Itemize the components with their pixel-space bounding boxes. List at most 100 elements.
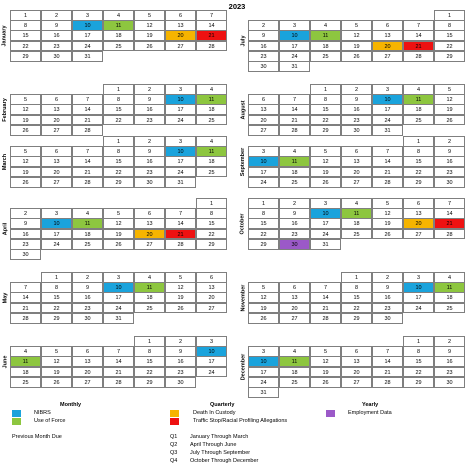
day-cell: 30: [164, 376, 197, 388]
day-cell: 17: [402, 292, 435, 304]
day-cell: 4: [402, 83, 435, 95]
day-cell: 30: [371, 312, 404, 324]
empty-day-cell: [434, 239, 466, 250]
day-cell: 1: [402, 135, 435, 147]
day-cell: 31: [309, 238, 342, 250]
empty-day-cell: [341, 239, 373, 250]
day-cell: 22: [40, 302, 73, 314]
day-cell: 17: [164, 104, 197, 116]
day-cell: 13: [340, 356, 373, 368]
day-cell: 7: [195, 9, 228, 21]
day-cell: 25: [102, 40, 135, 52]
month-label: December: [238, 336, 248, 398]
month-name: July: [240, 35, 247, 47]
day-cell: 1: [195, 197, 228, 209]
day-cell: 28: [71, 124, 104, 136]
empty-day-cell: [72, 136, 104, 147]
day-cell: 2: [9, 208, 42, 219]
month-grid: 1 2 3 4 5 6 7 8 9 10 11 12 13 14 15 16 17 18 19 20 21 22 23 24 2…: [247, 9, 466, 73]
day-cell: 27: [247, 124, 280, 136]
day-cell: 19: [133, 30, 166, 42]
day-cell: 18: [340, 218, 373, 230]
day-cell: 10: [247, 156, 280, 168]
empty-day-cell: [310, 387, 342, 398]
empty-day-cell: [103, 198, 135, 209]
empty-day-cell: [41, 84, 73, 95]
month-name: April: [2, 222, 8, 236]
day-cell: 10: [278, 30, 311, 42]
month-label: October: [238, 198, 248, 250]
day-cell: 23: [433, 166, 466, 178]
day-cell: 7: [71, 146, 104, 157]
empty-day-cell: [341, 387, 373, 398]
month-name: December: [240, 353, 247, 381]
day-cell: 22: [102, 166, 135, 178]
day-cell: 15: [402, 356, 435, 368]
day-cell: 17: [247, 366, 280, 378]
empty-day-cell: [196, 249, 228, 260]
day-cell: 28: [278, 124, 311, 136]
month-name: March: [2, 153, 9, 170]
empty-day-cell: [103, 249, 135, 260]
day-cell: 14: [371, 156, 404, 168]
legend-quarterly-heading: Quarterly: [210, 402, 235, 408]
day-cell: 16: [9, 228, 42, 240]
empty-day-cell: [165, 198, 197, 209]
day-cell: 27: [133, 238, 166, 250]
day-cell: 27: [164, 40, 197, 52]
day-cell: 23: [9, 238, 42, 250]
day-cell: 22: [9, 40, 42, 52]
day-cell: 31: [102, 312, 135, 324]
day-cell: 1: [247, 197, 280, 209]
day-cell: 22: [433, 40, 466, 52]
day-cell: 28: [309, 312, 342, 324]
month-label: January: [0, 10, 10, 62]
quarter-q4-range: October Through December: [190, 458, 259, 464]
empty-day-cell: [248, 10, 280, 21]
day-cell: 6: [247, 94, 280, 105]
month-label: May: [0, 272, 10, 324]
day-cell: 17: [278, 40, 311, 52]
nibrs-swatch: [12, 410, 21, 417]
day-cell: 15: [402, 156, 435, 168]
day-cell: 4: [309, 20, 342, 31]
day-cell: 3: [164, 83, 197, 95]
day-cell: 23: [133, 114, 166, 126]
day-cell: 18: [71, 228, 104, 240]
day-cell: 5: [9, 146, 42, 157]
day-cell: 7: [164, 208, 197, 219]
day-cell: 10: [40, 218, 73, 230]
day-cell: 5: [309, 346, 342, 357]
day-cell: 25: [195, 114, 228, 126]
day-cell: 5: [433, 83, 466, 95]
day-cell: 19: [40, 366, 73, 378]
empty-day-cell: [134, 313, 166, 324]
day-cell: 27: [371, 50, 404, 62]
empty-day-cell: [434, 125, 466, 136]
day-cell: 20: [340, 166, 373, 178]
day-cell: 18: [433, 292, 466, 304]
day-cell: 9: [371, 282, 404, 293]
day-cell: 21: [102, 366, 135, 378]
day-cell: 22: [340, 302, 373, 314]
day-cell: 22: [195, 228, 228, 240]
day-cell: 8: [340, 282, 373, 293]
day-cell: 25: [9, 376, 42, 388]
month-name: January: [2, 25, 9, 47]
day-cell: 2: [133, 83, 166, 95]
day-cell: 20: [133, 228, 166, 240]
day-cell: 24: [164, 166, 197, 178]
day-cell: 27: [340, 376, 373, 388]
day-cell: 16: [247, 40, 280, 52]
quarter-q4-label: Q4: [170, 458, 178, 464]
empty-day-cell: [403, 10, 435, 21]
day-cell: 18: [402, 104, 435, 116]
day-cell: 8: [402, 346, 435, 357]
day-cell: 19: [9, 166, 42, 178]
day-cell: 17: [71, 30, 104, 42]
day-cell: 11: [133, 282, 166, 293]
day-cell: 23: [371, 302, 404, 314]
day-cell: 2: [247, 20, 280, 31]
day-cell: 15: [9, 30, 42, 42]
empty-day-cell: [41, 336, 73, 347]
